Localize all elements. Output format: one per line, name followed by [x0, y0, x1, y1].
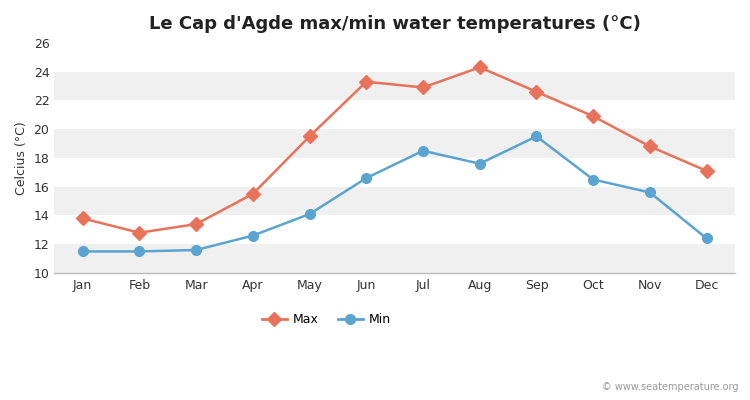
Title: Le Cap d'Agde max/min water temperatures (°C): Le Cap d'Agde max/min water temperatures…: [148, 15, 640, 33]
Legend: Max, Min: Max, Min: [257, 308, 396, 331]
Bar: [54, 72, 735, 100]
Bar: [54, 100, 735, 129]
Bar: [54, 187, 735, 216]
Y-axis label: Celcius (°C): Celcius (°C): [15, 121, 28, 195]
Bar: [54, 158, 735, 187]
Text: © www.seatemperature.org: © www.seatemperature.org: [602, 382, 739, 392]
Bar: [54, 216, 735, 244]
Bar: [54, 43, 735, 72]
Bar: [54, 129, 735, 158]
Bar: [54, 244, 735, 273]
